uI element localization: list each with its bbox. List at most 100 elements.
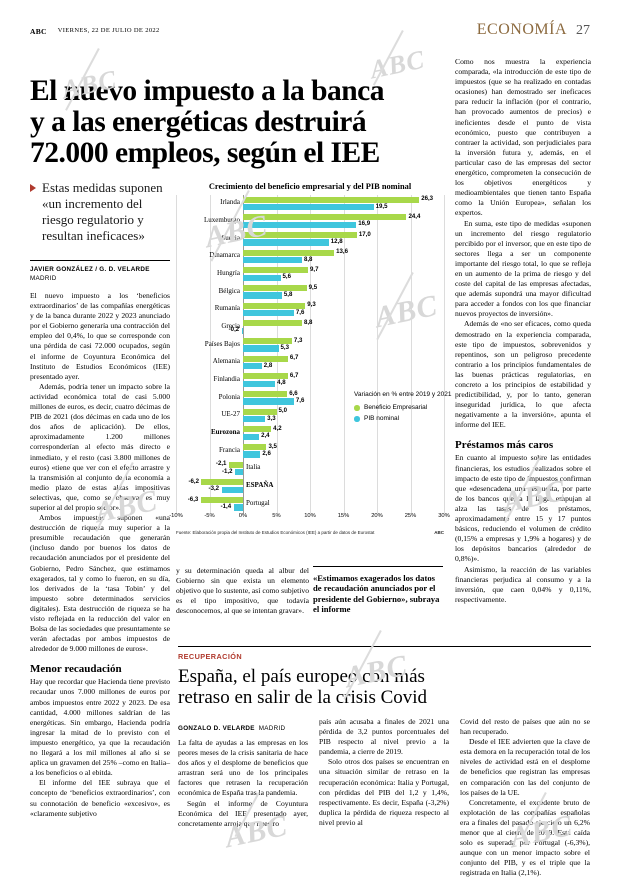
chart-value-label: 13,6 [336, 248, 348, 256]
feature-col3-text: Covid del resto de países que aún no se … [460, 717, 590, 879]
chart-bar-pib [221, 486, 243, 493]
page-number: 27 [576, 23, 590, 38]
chart-bars: 26,3 19,5 Irlanda 24,4 16,9 Luxemburgo 17,0 12,… [169, 195, 450, 525]
chart-bar-beneficio [243, 426, 272, 433]
chart-row: 7,3 5,3 Países Bajos [176, 336, 444, 354]
legend-label: PIB nominal [364, 415, 400, 422]
chart-bar-pib [243, 363, 262, 370]
chart-row: 4,2 2,4 Eurozona [176, 425, 444, 443]
chart-gridline [276, 195, 278, 513]
paragraph: país aún acusaba a finales de 2021 una p… [319, 717, 449, 757]
chart-bar-beneficio [243, 337, 292, 345]
masthead: ABC VIERNES, 22 DE JULIO DE 2022 ECONOMÍ… [30, 21, 590, 45]
chart-row: 9,7 5,6 Hungría [176, 266, 444, 284]
bullet-triangle-icon [30, 184, 36, 192]
chart-value-label: 7,6 [295, 396, 305, 404]
chart-category-label: Países Bajos [204, 339, 240, 348]
byline-city: MADRID [30, 275, 57, 282]
left-subhead: Menor recaudación [30, 663, 122, 676]
chart-value-label: 9,7 [309, 265, 319, 273]
chart-bar-beneficio [243, 373, 288, 380]
chart-value-label: -6,3 [187, 495, 199, 503]
chart-gridline [343, 195, 345, 513]
chart-value-label: 12,8 [330, 237, 343, 245]
chart-x-tick: 25% [404, 513, 417, 519]
chart-gridline [243, 195, 244, 513]
legend-label: Beneficio Empresarial [364, 404, 428, 411]
paragraph: El nuevo impuesto a los ‘beneficios extr… [30, 291, 170, 381]
chart-row: 8,8 -0,2 Grecia [176, 319, 444, 337]
chart-row: 26,3 19,5 Irlanda [176, 195, 444, 213]
chart-category-label: Suecia [221, 233, 240, 242]
feature-column-3: Covid del resto de países que aún no se … [460, 717, 590, 879]
chart-plot-area: 26,3 19,5 Irlanda 24,4 16,9 Luxemburgo 17,0 12,… [169, 195, 451, 540]
feature-byline-author: GONZALO D. VELARDE [178, 725, 255, 732]
chart-bar-beneficio [243, 214, 407, 221]
article-kicker: Estas medidas suponen «un incremento del… [30, 180, 170, 244]
chart-title: Crecimiento del beneficio empresarial y … [208, 182, 412, 191]
chart-gridline [377, 195, 378, 513]
legend-item-beneficio: Beneficio Empresarial [354, 404, 446, 411]
chart-bar-pib [243, 221, 357, 228]
chart-value-label: 2,4 [261, 432, 270, 440]
chart-bar-pib [243, 310, 294, 317]
chart-value-label: 3,5 [268, 442, 277, 450]
legend-swatch-beneficio [354, 405, 360, 411]
chart-value-label: 6,6 [289, 389, 298, 397]
chart-bar-beneficio [243, 284, 307, 292]
chart-category-label: Finlandia [213, 374, 240, 383]
chart-container: Crecimiento del beneficio empresarial y … [169, 182, 451, 540]
chart-category-label: Eurozona [210, 427, 240, 436]
chart-x-tick: 5% [272, 513, 281, 519]
chart-category-label: Alemania [212, 357, 240, 366]
right-subhead: Préstamos más caros [455, 439, 554, 452]
pull-quote: «Estimamos exagerados los datos de recau… [313, 566, 443, 615]
paragraph: La falta de ayudas a las empresas en los… [178, 738, 308, 798]
chart-value-label: 26,3 [421, 195, 434, 203]
byline-authors: JAVIER GONZÁLEZ / G. D. VELARDE [30, 266, 150, 273]
chart-gridline [444, 195, 445, 513]
chart-legend: Variación en % entre 2019 y 2021 Benefic… [354, 391, 451, 426]
chart-category-label: Grecia [221, 321, 240, 330]
chart-bar-beneficio [243, 249, 335, 256]
chart-value-label: 5,0 [278, 407, 287, 415]
right-body-text: Como nos muestra la experiencia comparad… [455, 57, 591, 430]
chart-bar-pib [243, 451, 261, 458]
chart-category-label: Francia [219, 445, 240, 454]
chart-bar-beneficio [243, 355, 288, 362]
paragraph: En suma, este tipo de medidas «suponen u… [455, 218, 591, 319]
chart-bar-pib [243, 274, 281, 281]
chart-row: 9,5 5,8 Bélgica [176, 283, 444, 301]
chart-bar-pib [241, 327, 243, 334]
paragraph: Concretamente, el excedente bruto de exp… [460, 797, 590, 878]
chart-category-label: Portugal [246, 498, 270, 507]
feature-byline-city: MADRID [258, 725, 286, 732]
feature-col1-text: La falta de ayudas a las empresas en los… [178, 738, 308, 829]
chart-bar-beneficio [200, 496, 243, 504]
chart-x-tick: 30% [438, 513, 450, 519]
chart-row: -2,1 -1,2 Italia [176, 460, 444, 478]
chart-bar-beneficio [201, 479, 243, 486]
chart-category-label: Bélgica [218, 286, 240, 295]
chart-source: ABC Fuente: Elaboración propia del Insti… [176, 530, 444, 535]
left-body-text: El nuevo impuesto a los ‘beneficios extr… [30, 291, 170, 654]
feature-article: RECUPERACIÓN España, el país europeo con… [178, 646, 591, 879]
chart-row: 3,5 2,6 Francia [176, 442, 444, 460]
chart-category-label: Dinamarca [209, 251, 240, 260]
feature-column-1: GONZALO D. VELARDE MADRID La falta de ay… [178, 717, 308, 879]
chart-value-label: -2,1 [215, 460, 227, 468]
right-column: Como nos muestra la experiencia comparad… [455, 57, 591, 605]
chart-value-label: 3,3 [267, 414, 276, 422]
feature-headline: España, el país europeo con más retraso … [178, 666, 428, 708]
chart-bar-pib [243, 204, 374, 211]
chart-x-tick: 15% [337, 513, 350, 519]
chart-source-text: Fuente: Elaboración propia del Instituto… [176, 530, 375, 535]
chart-value-label: 2,6 [262, 449, 271, 457]
left-body-text-2: Hay que recordar que Hacienda tiene prev… [30, 677, 170, 818]
chart-bar-beneficio [243, 267, 308, 274]
chart-row: 5,0 3,3 UE-27 [176, 407, 444, 425]
mid-body-text: y su determinación queda al albur del Go… [176, 566, 309, 616]
chart-row: 6,7 2,8 Alemania [176, 354, 444, 372]
paragraph: Además de «no ser eficaces, como queda d… [455, 319, 591, 430]
chart-bar-pib [243, 257, 302, 264]
